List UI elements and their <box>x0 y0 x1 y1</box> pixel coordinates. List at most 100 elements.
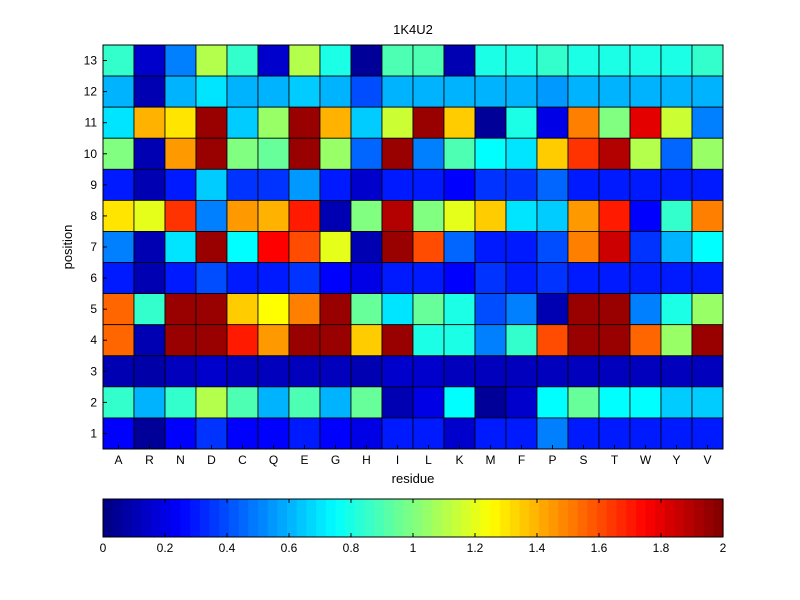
colorbar-segment <box>490 499 501 537</box>
heatmap-cell <box>195 355 228 388</box>
heatmap-cell <box>474 231 507 263</box>
heatmap-cell <box>381 106 414 139</box>
heatmap-cell <box>474 417 507 450</box>
heatmap-cell <box>288 231 321 263</box>
heatmap-cell <box>629 44 662 77</box>
heatmap-cell <box>691 199 724 232</box>
colorbar-segment <box>306 499 317 537</box>
heatmap-cell <box>226 293 259 326</box>
x-tick-label: D <box>207 453 216 467</box>
heatmap-cell <box>536 355 569 388</box>
heatmap-cell <box>319 199 352 232</box>
heatmap-cell <box>195 417 228 450</box>
heatmap-cell <box>381 44 414 77</box>
heatmap-cell <box>536 137 569 170</box>
heatmap-cell <box>505 137 538 170</box>
heatmap-cell <box>660 168 693 201</box>
heatmap-cell <box>567 106 600 139</box>
heatmap-cell <box>257 262 290 295</box>
x-tick-label: Q <box>269 453 278 467</box>
heatmap-cell <box>505 75 538 108</box>
heatmap-cell <box>133 199 166 232</box>
heatmap-cell <box>567 262 600 295</box>
heatmap-cell <box>133 168 166 201</box>
heatmap-cell <box>443 324 476 357</box>
colorbar-segment <box>354 499 366 537</box>
heatmap-cell <box>598 262 631 295</box>
heatmap-cell <box>443 355 476 388</box>
heatmap-cell <box>381 386 414 419</box>
heatmap-cell <box>257 386 290 419</box>
heatmap-cell <box>505 417 538 450</box>
heatmap-cell <box>350 386 383 419</box>
chart-title: 1K4U2 <box>393 22 433 37</box>
colorbar-segment <box>287 499 298 537</box>
heatmap-cell <box>412 262 445 295</box>
heatmap-cell <box>164 75 197 108</box>
colorbar-tick-label: 0.2 <box>157 541 174 555</box>
heatmap-cell <box>319 168 352 201</box>
heatmap-cell <box>691 168 724 201</box>
heatmap-cell <box>629 293 662 326</box>
heatmap-cell <box>102 44 135 77</box>
heatmap-cell <box>536 324 569 357</box>
colorbar-segment <box>335 499 346 537</box>
colorbar-segment <box>122 499 133 537</box>
heatmap-cell <box>102 75 135 108</box>
heatmap-cell <box>474 355 507 388</box>
heatmap-cell <box>350 293 383 326</box>
heatmap-cell <box>474 293 507 326</box>
heatmap-cell <box>691 324 724 357</box>
colorbar-segment <box>258 499 269 537</box>
y-tick-label: 10 <box>84 147 98 161</box>
heatmap-cell <box>288 324 321 357</box>
heatmap-cell <box>412 231 445 263</box>
heatmap-cell <box>691 231 724 263</box>
heatmap-cell <box>226 44 259 77</box>
colorbar-tick-label: 1 <box>410 541 417 555</box>
heatmap-cell <box>288 386 321 419</box>
y-tick-label: 1 <box>90 426 97 440</box>
colorbar-segment <box>199 499 211 537</box>
heatmap-cell <box>102 355 135 388</box>
heatmap-cell <box>443 293 476 326</box>
x-tick-label: I <box>396 453 399 467</box>
heatmap-cell <box>195 231 228 263</box>
heatmap-cell <box>381 231 414 263</box>
heatmap-cell <box>412 417 445 450</box>
heatmap-cell <box>660 44 693 77</box>
colorbar-segment <box>635 499 647 537</box>
colorbar-tick-label: 1.2 <box>467 541 484 555</box>
heatmap-cell <box>164 293 197 326</box>
colorbar-segment <box>132 499 143 537</box>
heatmap-cell <box>536 386 569 419</box>
heatmap-cell <box>226 231 259 263</box>
colorbar-segment <box>219 499 230 537</box>
heatmap-cell <box>288 44 321 77</box>
heatmap-cell <box>350 231 383 263</box>
heatmap-cell <box>288 137 321 170</box>
heatmap-cell <box>660 293 693 326</box>
colorbar-tick-label: 1.8 <box>653 541 670 555</box>
heatmap-cell <box>536 199 569 232</box>
heatmap-cell <box>691 75 724 108</box>
heatmap-cell <box>164 168 197 201</box>
colorbar-segment <box>713 499 724 537</box>
heatmap-cell <box>629 355 662 388</box>
colorbar-segment <box>248 499 259 537</box>
heatmap-cell <box>660 417 693 450</box>
heatmap-cell <box>474 137 507 170</box>
heatmap-cell <box>536 44 569 77</box>
heatmap-cell <box>102 417 135 450</box>
heatmap-cell <box>164 324 197 357</box>
colorbar-segment <box>345 499 356 537</box>
heatmap-cell <box>288 199 321 232</box>
colorbar-segment <box>471 499 482 537</box>
colorbar-segment <box>519 499 530 537</box>
heatmap-cell <box>195 324 228 357</box>
heatmap-cell <box>474 168 507 201</box>
heatmap-cell <box>505 44 538 77</box>
heatmap-cell <box>350 75 383 108</box>
heatmap-cell <box>164 44 197 77</box>
heatmap-cell <box>288 168 321 201</box>
